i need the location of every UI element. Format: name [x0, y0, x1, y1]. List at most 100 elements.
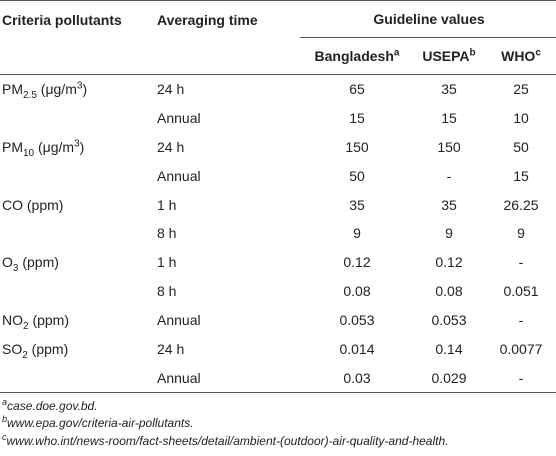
data-row: PM10 (μg/m3) 24 h 150 150 50 [0, 132, 556, 161]
guideline-value: 10 [513, 109, 529, 126]
column-header: Averaging time [155, 0, 300, 75]
pollutant-cell: PM10 (μg/m3) [0, 132, 155, 161]
pollutant-cell: NO2 (ppm) [0, 306, 155, 335]
footnote-mark: a [393, 47, 400, 59]
guideline-value: 0.051 [503, 283, 539, 300]
averaging-time: Annual [157, 109, 201, 126]
footnote-mark: b [469, 47, 476, 59]
guideline-value: 150 [345, 138, 369, 155]
guideline-table: Criteria pollutants Averaging time Guide… [0, 0, 556, 393]
subscript: 10 [23, 147, 35, 159]
footnotes: acase.doe.gov.bd. bwww.epa.gov/criteria-a… [0, 396, 556, 451]
pollutant-text: (ppm) [28, 312, 70, 329]
pollutant-cell [0, 363, 155, 393]
data-row: O3 (ppm) 1 h 0.12 0.12 - [0, 248, 556, 277]
data-row: Annual 50 - 15 [0, 161, 556, 190]
subcolumn-header: USEPAb [412, 37, 484, 75]
pollutant-cell: PM2.5 (μg/m3) [0, 75, 155, 104]
data-row: 8 h 0.08 0.08 0.051 [0, 277, 556, 306]
guideline-value: 0.12 [343, 254, 371, 271]
superscript: 3 [76, 80, 83, 92]
guideline-value: 35 [441, 81, 457, 98]
footnote-mark: a [2, 396, 8, 407]
guideline-value: 9 [353, 225, 361, 242]
guideline-value: 25 [513, 81, 529, 98]
guideline-value: 15 [349, 109, 365, 126]
pollutant-text: PM [2, 138, 23, 155]
averaging-time: 1 h [157, 196, 177, 213]
pollutant-text: ) [79, 138, 85, 155]
guideline-value: 9 [445, 225, 453, 242]
guideline-value: 9 [517, 225, 525, 242]
guideline-value: 35 [441, 196, 457, 213]
data-row: SO2 (ppm) 24 h 0.014 0.14 0.0077 [0, 335, 556, 364]
pollutant-cell: SO2 (ppm) [0, 335, 155, 364]
guideline-value: - [446, 167, 452, 184]
column-header: Criteria pollutants [0, 0, 155, 75]
guideline-value: - [484, 363, 556, 393]
guideline-value: 15 [441, 109, 457, 126]
data-row: NO2 (ppm) Annual 0.053 0.053- [0, 306, 556, 335]
averaging-time: 1 h [157, 254, 177, 271]
averaging-time: Annual [157, 167, 201, 184]
guideline-value: 0.014 [339, 340, 375, 357]
guideline-value: 0.12 [435, 254, 463, 271]
guideline-value: 35 [349, 196, 365, 213]
guideline-value: 26.25 [503, 196, 539, 213]
pollutant-cell: CO (ppm) [0, 190, 155, 219]
averaging-time: Annual [155, 363, 300, 393]
pollutant-text: NO [2, 312, 23, 329]
averaging-time: 8 h [157, 225, 177, 242]
pollutant-text: (ppm) [27, 340, 69, 357]
averaging-time: 24 h [157, 138, 185, 155]
footnote-text: www.epa.gov/criteria-air-pollutants. [7, 416, 194, 431]
table-body: PM2.5 (μg/m3) 24 h 65 35 25 Annual 15 15 10 PM10 … [0, 75, 556, 393]
pollutant-text: (μg/m [34, 138, 75, 155]
pollutant-cell [0, 277, 155, 306]
pollutant-text: ) [82, 81, 88, 98]
guideline-value: 0.08 [343, 283, 371, 300]
subscript: 2.5 [23, 89, 37, 101]
guideline-value: 150 [437, 138, 461, 155]
pollutant-text: PM [2, 81, 23, 98]
pollutant-cell [0, 219, 155, 248]
footnote-text: case.doe.gov.bd. [7, 398, 98, 413]
data-row: 8 h 9 9 9 [0, 219, 556, 248]
footnote-mark: c [535, 47, 541, 59]
pollutant-cell [0, 103, 155, 132]
superscript: 3 [74, 138, 80, 150]
table-head: Criteria pollutants Averaging time Guide… [0, 0, 556, 75]
guideline-value: 0.14 [435, 340, 463, 357]
guideline-value: - [518, 254, 524, 271]
pollutant-cell [0, 161, 155, 190]
data-row: CO (ppm) 1 h 35 35 26.25 [0, 190, 556, 219]
pollutant-text: SO [2, 340, 23, 357]
pollutant-text: CO (ppm) [2, 196, 64, 213]
data-row: Annual 15 15 10 [0, 103, 556, 132]
guideline-value: 65 [349, 81, 365, 98]
subheader-row: Bangladesha USEPAb WHOc [0, 37, 556, 75]
data-row: PM2.5 (μg/m3) 24 h 65 35 25 [0, 75, 556, 104]
footnote: cwww.who.int/news-room/fact-sheets/detai… [2, 431, 556, 451]
subcolumn-text: USEPA [422, 48, 470, 64]
averaging-time: Annual [157, 312, 201, 329]
averaging-time: 8 h [157, 283, 177, 300]
pollutant-cell: O3 (ppm) [0, 248, 155, 277]
group-header: Guideline values [300, 0, 556, 38]
guideline-value: 0.03 [300, 363, 412, 393]
guideline-value: 50 [349, 167, 365, 184]
averaging-time: 24 h [157, 81, 185, 98]
data-row: Annual 0.03 0.029- [0, 363, 556, 393]
footnote: bwww.epa.gov/criteria-air-pollutants. [2, 415, 556, 433]
footnote: acase.doe.gov.bd. [2, 396, 556, 416]
subcolumn-text: Bangladesh [314, 48, 394, 64]
guideline-value: 15 [513, 167, 529, 184]
subcolumn-header: WHOc [484, 37, 556, 75]
guideline-value: 0.029 [412, 363, 484, 393]
pollutant-text: (ppm) [18, 254, 59, 271]
guideline-value: 50 [513, 138, 529, 155]
subcolumn-header: Bangladesha [300, 37, 412, 75]
footnote-mark: c [2, 431, 7, 442]
